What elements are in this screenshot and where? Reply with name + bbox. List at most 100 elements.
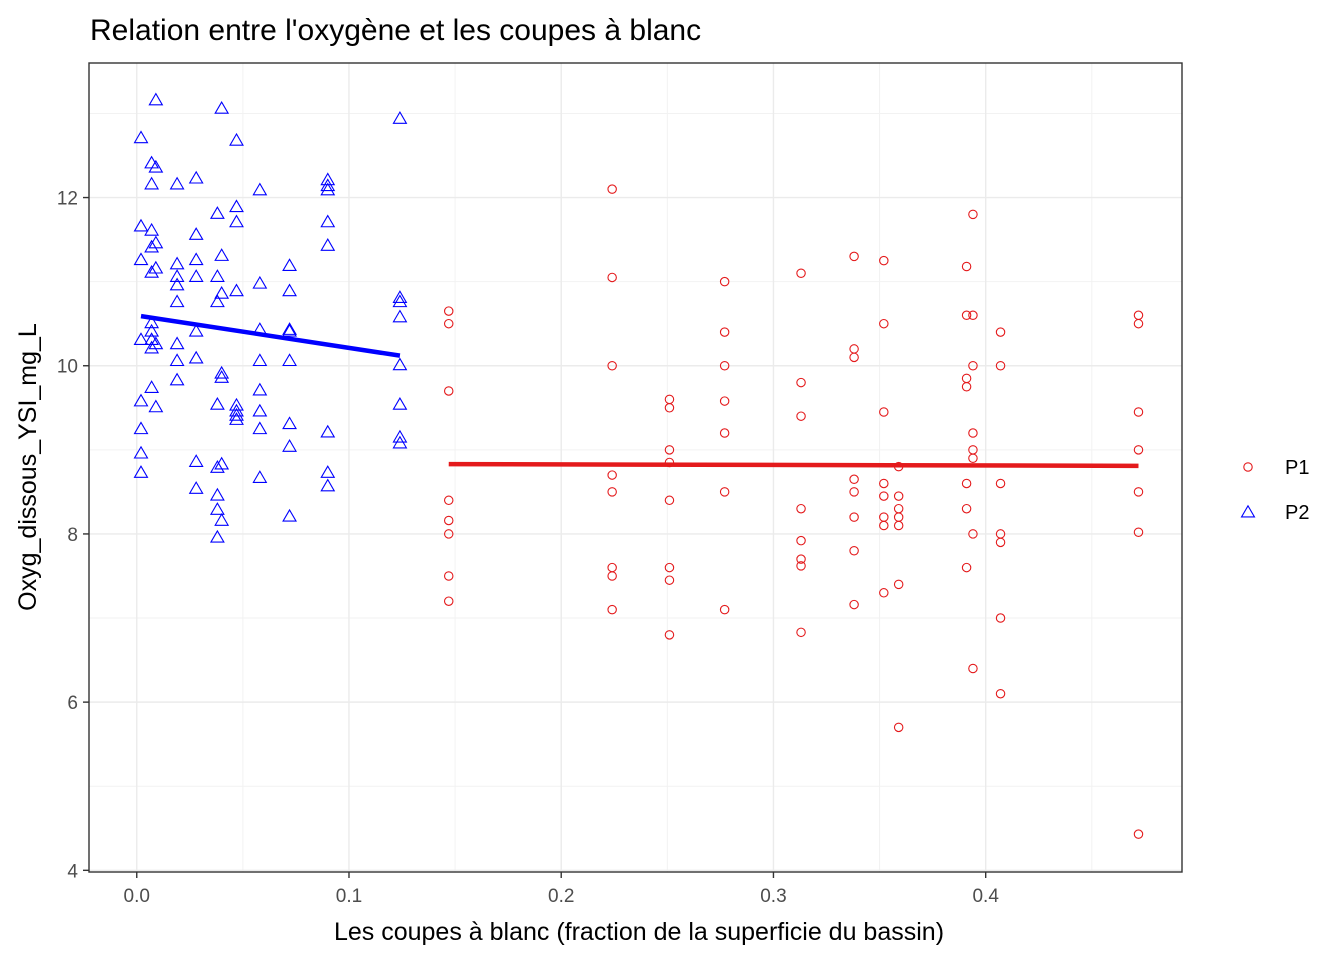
- data-point-p1: [607, 562, 617, 573]
- data-point-p2: [320, 178, 336, 192]
- data-point-p1: [995, 613, 1006, 623]
- data-point-p1: [893, 579, 904, 590]
- data-point-p1: [849, 512, 859, 522]
- data-point-p2: [392, 111, 408, 124]
- data-point-p2: [133, 332, 149, 346]
- data-point-p1: [443, 515, 454, 526]
- data-point-p2: [133, 421, 149, 435]
- data-point-p1: [607, 487, 617, 497]
- data-point-p2: [252, 382, 268, 396]
- data-point-p1: [607, 470, 617, 480]
- data-point-p1: [664, 403, 675, 413]
- data-point-p1: [968, 663, 978, 674]
- data-point-p1: [1133, 310, 1144, 321]
- data-point-p2: [392, 357, 408, 371]
- data-point-p2: [392, 309, 408, 323]
- data-point-p2: [320, 465, 336, 478]
- data-point-p2: [133, 465, 149, 478]
- data-point-p2: [144, 222, 160, 236]
- data-point-p1: [607, 604, 617, 615]
- data-point-p2: [282, 322, 297, 335]
- data-point-p1: [443, 318, 454, 329]
- data-point-p1: [719, 428, 730, 438]
- data-point-p2: [209, 529, 225, 543]
- data-point-p1: [879, 478, 889, 489]
- data-point-p2: [320, 238, 336, 251]
- data-point-p1: [607, 360, 617, 371]
- data-point-p2: [229, 199, 244, 213]
- y-tick-label: 8: [67, 525, 78, 546]
- data-point-p2: [214, 248, 230, 261]
- data-point-p2: [392, 435, 408, 449]
- data-point-p1: [443, 495, 454, 506]
- data-point-p2: [282, 323, 297, 337]
- data-point-p1: [968, 529, 978, 539]
- y-tick-label: 10: [57, 357, 78, 378]
- data-point-p2: [209, 206, 225, 219]
- data-point-p1: [849, 546, 859, 556]
- data-point-p1: [664, 495, 675, 506]
- data-point-p2: [209, 460, 225, 473]
- data-point-p1: [968, 209, 978, 220]
- grid: [89, 63, 1182, 872]
- data-point-p1: [849, 344, 859, 354]
- data-point-p2: [252, 275, 268, 289]
- data-point-p2: [392, 429, 408, 443]
- data-point-p1: [893, 520, 904, 531]
- data-point-p1: [893, 491, 904, 501]
- data-point-p1: [443, 571, 454, 581]
- data-point-p1: [879, 520, 889, 531]
- x-tick-label: 0.3: [760, 886, 786, 907]
- data-point-p2: [188, 227, 204, 240]
- data-point-p1: [796, 627, 806, 638]
- data-point-p1: [719, 276, 730, 287]
- data-point-p2: [229, 403, 244, 417]
- fit-line-p1: [448, 461, 1139, 469]
- data-point-p2: [282, 416, 297, 430]
- data-points: [133, 92, 1144, 839]
- data-point-p2: [169, 294, 185, 308]
- data-point-p2: [148, 336, 164, 350]
- y-axis-title: Oxyg_dissous_YSI_mg_L: [14, 323, 42, 611]
- data-point-p2: [188, 323, 204, 337]
- data-point-p2: [229, 412, 244, 425]
- data-point-p2: [209, 502, 225, 515]
- data-point-p1: [796, 561, 806, 571]
- panel-border: [88, 62, 1183, 873]
- data-point-p1: [607, 571, 617, 581]
- data-point-p1: [893, 722, 904, 733]
- data-point-p2: [169, 256, 185, 270]
- data-point-p2: [144, 340, 160, 354]
- data-point-p2: [148, 159, 164, 173]
- data-point-p2: [229, 132, 244, 146]
- data-point-p2: [214, 285, 230, 299]
- data-point-p1: [719, 327, 730, 337]
- data-point-p2: [169, 176, 185, 190]
- x-tick-label: 0.1: [336, 886, 362, 907]
- data-point-p1: [879, 491, 889, 501]
- data-point-p2: [133, 445, 149, 459]
- data-point-p1: [796, 268, 806, 278]
- data-point-p2: [392, 290, 408, 303]
- data-point-p1: [443, 596, 454, 606]
- data-point-p1: [879, 512, 889, 522]
- data-point-p2: [320, 478, 336, 492]
- data-point-p2: [144, 380, 160, 393]
- data-point-p1: [664, 445, 675, 455]
- legend-label-p2: P2: [1285, 502, 1309, 524]
- data-point-p2: [252, 470, 268, 483]
- data-point-p2: [392, 396, 408, 410]
- data-point-p2: [214, 513, 230, 526]
- data-point-p1: [961, 373, 972, 384]
- data-point-p1: [879, 588, 889, 598]
- data-point-p1: [443, 386, 454, 396]
- data-point-p1: [849, 474, 859, 485]
- data-point-p1: [893, 461, 904, 472]
- data-point-p1: [664, 562, 675, 573]
- data-point-p2: [148, 92, 164, 106]
- data-point-p2: [320, 424, 336, 438]
- data-point-p1: [719, 360, 730, 371]
- data-point-p2: [188, 350, 204, 364]
